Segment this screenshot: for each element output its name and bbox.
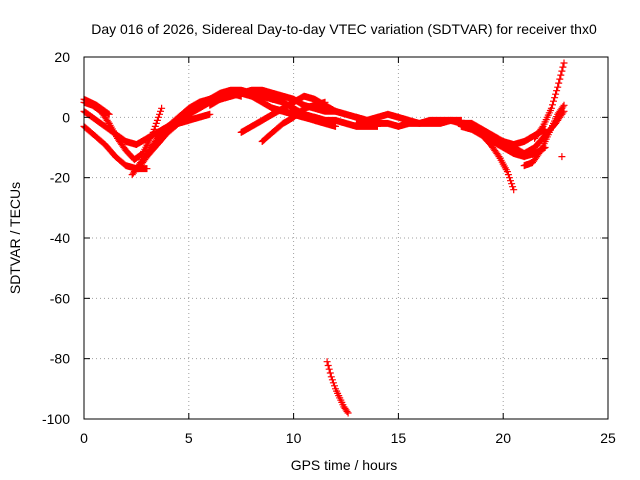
data-point-markers [323,358,352,417]
data-points [80,59,568,417]
data-point-markers [269,104,381,130]
y-tick-label: -40 [50,230,70,246]
series-arc-18 [520,101,568,170]
data-point-markers [558,153,566,161]
x-tick-label: 10 [286,430,302,446]
y-tick-label: -100 [42,411,70,427]
series-arc-20 [323,358,352,417]
series-arc-19 [531,59,568,142]
x-axis-label: GPS time / hours [291,457,398,473]
series-arc-14 [353,110,465,127]
data-point-markers [128,89,245,179]
y-tick-label: 20 [54,49,70,65]
y-tick-label: -20 [50,170,70,186]
data-point-markers [478,131,518,194]
y-tick-label: 0 [62,109,70,125]
data-point-markers [531,59,568,142]
axis-ticks: 0 5 10 15 20 25 -100 -80 -60 -40 -20 0 20 [42,49,616,446]
chart-title: Day 016 of 2026, Sidereal Day-to-day VTE… [91,21,597,37]
y-axis-label: SDTVAR / TECUs [7,182,23,294]
x-tick-label: 0 [80,430,88,446]
series-arc-16 [478,131,518,194]
series-arc-5 [128,89,245,179]
y-tick-label: -60 [50,290,70,306]
x-tick-label: 15 [391,430,407,446]
y-tick-label: -80 [50,351,70,367]
x-tick-label: 25 [600,430,616,446]
x-tick-label: 5 [185,430,193,446]
series-isolated-point [558,153,566,161]
x-tick-label: 20 [495,430,511,446]
data-point-markers [520,101,568,170]
series-arc-12 [269,104,381,130]
data-point-markers [353,110,465,127]
